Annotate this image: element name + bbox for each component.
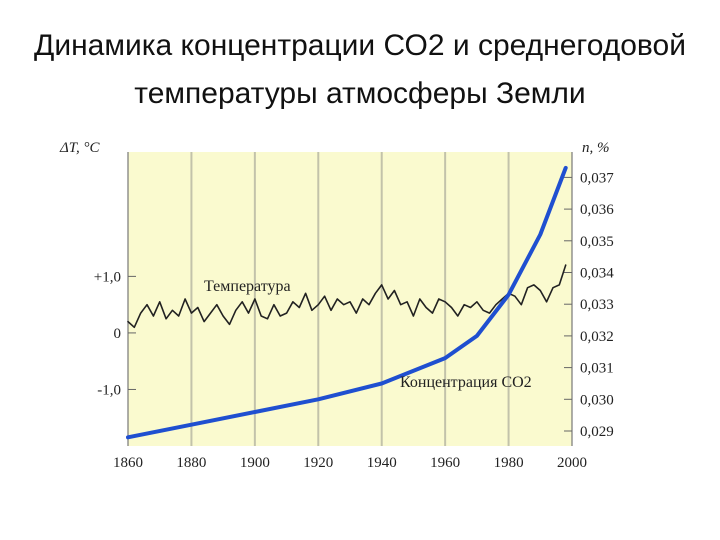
chart-title-line-1: Динамика концентрации СО2 и среднегодово…: [34, 29, 686, 62]
co2-series-label: Концентрация CO2: [400, 374, 532, 391]
right-axis-label: n, %: [582, 140, 610, 156]
x-tick-label: 2000: [557, 455, 587, 471]
series-group: [126, 165, 568, 440]
right-tick-label: 0,034: [580, 266, 614, 282]
left-axis-ticks: +1,0 0 -1,0: [94, 269, 136, 398]
plot-background: [128, 152, 572, 446]
left-axis-label: ΔT, °C: [59, 140, 101, 156]
x-tick-label: 1940: [367, 455, 397, 471]
right-tick-label: 0,036: [580, 202, 614, 218]
right-tick-label: 0,031: [580, 361, 614, 377]
temperature-series-label: Температура: [204, 278, 291, 295]
left-tick-label: -1,0: [97, 382, 121, 398]
right-tick-label: 0,037: [580, 170, 614, 186]
left-tick-label: 0: [114, 326, 122, 342]
right-axis-ticks: 0,037 0,036 0,035 0,034 0,033 0,032 0,031 0,030…: [564, 170, 614, 440]
x-tick-label: 1900: [240, 455, 270, 471]
co2-line: [126, 165, 568, 440]
gridlines: [190, 152, 510, 446]
right-tick-label: 0,033: [580, 297, 614, 313]
x-axis-ticks: 1860 1880 1900 1920 1940 1960 1980 2000: [113, 455, 587, 471]
left-tick-label: +1,0: [94, 269, 121, 285]
temperature-line: [127, 264, 567, 329]
right-tick-label: 0,032: [580, 329, 614, 345]
chart-title-line-2: температуры атмосферы Земли: [134, 77, 586, 110]
right-tick-label: 0,029: [580, 424, 614, 440]
right-tick-label: 0,035: [580, 234, 614, 250]
x-tick-label: 1980: [494, 455, 524, 471]
x-tick-label: 1880: [176, 455, 206, 471]
x-tick-label: 1920: [303, 455, 333, 471]
right-tick-label: 0,030: [580, 392, 614, 408]
chart-title: Динамика концентрации СО2 и среднегодово…: [0, 22, 720, 118]
x-tick-label: 1860: [113, 455, 143, 471]
x-tick-label: 1960: [430, 455, 460, 471]
